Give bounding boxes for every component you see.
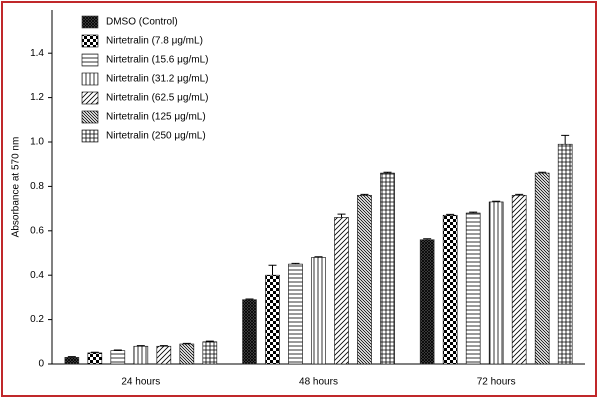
y-tick-label: 0.4 [30, 270, 44, 281]
bar [557, 143, 573, 365]
error-bar [291, 262, 300, 265]
error-bar [67, 356, 76, 358]
bar [87, 352, 103, 365]
error-bar [383, 171, 392, 174]
bar [156, 345, 172, 365]
legend-label: DMSO (Control) [106, 17, 178, 28]
legend-swatch [81, 129, 99, 143]
bar [488, 201, 504, 365]
y-axis-label: Absorbance at 570 nm [11, 137, 22, 238]
bar [419, 239, 435, 365]
y-tick-label: 1.0 [30, 137, 44, 148]
error-bar [337, 213, 346, 218]
error-bar [492, 200, 501, 202]
x-tick-label: 24 hours [121, 377, 160, 388]
legend-label: Nirtetralin (250 μg/mL) [106, 131, 206, 142]
legend-swatch [81, 34, 99, 48]
bar [442, 214, 458, 365]
error-bar [268, 264, 277, 276]
error-bar [113, 349, 122, 351]
legend-label: Nirtetralin (15.6 μg/mL) [106, 55, 208, 66]
error-bar [90, 351, 99, 353]
bar [202, 341, 218, 365]
error-bar [314, 256, 323, 258]
legend-swatch [81, 53, 99, 67]
bar [179, 343, 195, 365]
x-tick-label: 48 hours [299, 377, 338, 388]
bar [64, 357, 80, 365]
bar [311, 257, 326, 365]
y-tick-label: 0.6 [30, 225, 44, 236]
y-tick-label: 1.4 [30, 48, 44, 59]
x-tick-label: 72 hours [477, 377, 516, 388]
error-bar [245, 298, 254, 300]
error-bar [469, 211, 478, 214]
error-bar [538, 171, 547, 174]
y-tick-label: 0.8 [30, 181, 44, 192]
legend-label: Nirtetralin (31.2 μg/mL) [106, 74, 208, 85]
bar [334, 217, 349, 365]
bar [465, 212, 481, 365]
bar [110, 350, 126, 365]
bar [380, 172, 395, 365]
bar [357, 194, 372, 365]
error-bar [205, 340, 214, 342]
bar [511, 194, 527, 365]
error-bar [446, 213, 455, 216]
legend-label: Nirtetralin (7.8 μg/mL) [106, 36, 203, 47]
legend-label: Nirtetralin (62.5 μg/mL) [106, 93, 208, 104]
legend-swatch [81, 15, 99, 29]
legend-swatch [81, 91, 99, 105]
error-bar [159, 345, 168, 347]
error-bar [136, 345, 145, 347]
error-bar [515, 193, 524, 196]
bar [133, 345, 149, 365]
y-tick-label: 1.2 [30, 92, 44, 103]
error-bar [561, 134, 570, 145]
bar [242, 299, 257, 365]
y-tick-label: 0.2 [30, 314, 44, 325]
legend-swatch [81, 72, 99, 86]
y-tick-label: 0 [38, 359, 44, 370]
error-bar [423, 238, 432, 240]
error-bar [360, 193, 369, 196]
bar [288, 263, 303, 365]
error-bar [182, 342, 191, 345]
legend-label: Nirtetralin (125 μg/mL) [106, 112, 206, 123]
legend-swatch [81, 110, 99, 124]
bar [265, 274, 280, 365]
bar [534, 172, 550, 365]
